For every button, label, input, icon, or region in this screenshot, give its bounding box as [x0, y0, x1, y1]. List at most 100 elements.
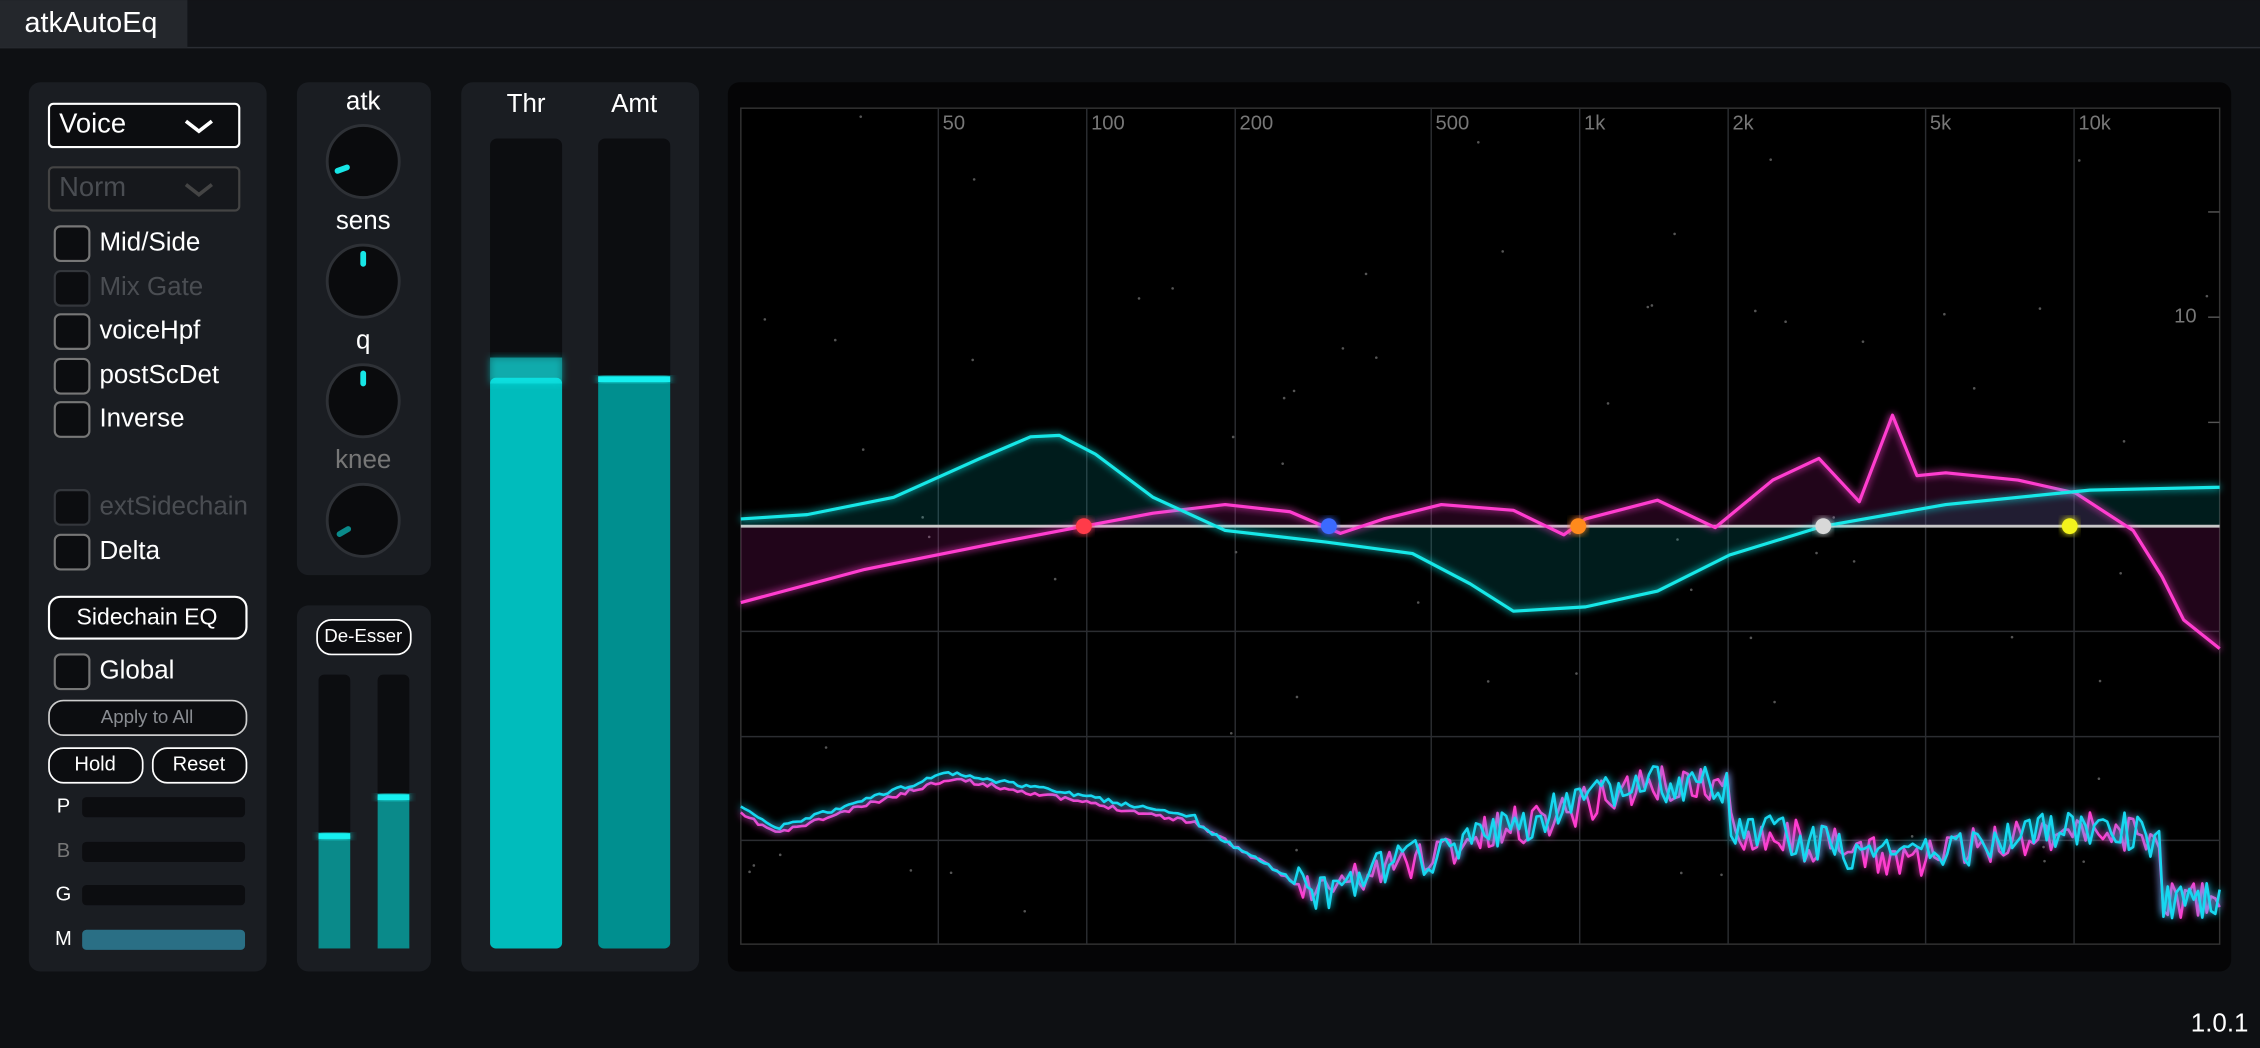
eq-curve-fill — [740, 435, 2220, 612]
star — [1676, 538, 1679, 541]
star — [1689, 588, 1693, 592]
spectrum-trace — [739, 765, 2221, 919]
meter-label: M — [55, 928, 72, 950]
checkbox[interactable] — [53, 269, 91, 307]
eq-curve — [740, 413, 2221, 650]
checkbox[interactable] — [53, 225, 91, 263]
knob-label: q — [356, 327, 370, 355]
checkbox[interactable] — [53, 401, 91, 438]
knob-panel — [296, 82, 431, 576]
checkbox[interactable] — [53, 489, 91, 526]
star — [859, 115, 863, 118]
star — [1943, 312, 1946, 316]
left-panel — [28, 82, 267, 972]
band-node[interactable] — [2061, 518, 2078, 535]
star — [2042, 845, 2045, 849]
star — [2038, 307, 2042, 310]
star — [1023, 909, 1027, 913]
checkbox-label: voiceHpf — [99, 316, 201, 344]
checkbox-label: extSidechain — [99, 492, 248, 520]
meter-bar — [82, 929, 246, 950]
checkbox-label: Mid/Side — [99, 229, 200, 257]
star — [2205, 294, 2209, 298]
level-label: 10 — [2174, 305, 2196, 327]
star — [1364, 272, 1368, 276]
sidechain-eq-button[interactable] — [47, 595, 248, 640]
star — [1282, 396, 1286, 400]
star — [1769, 158, 1772, 161]
star — [909, 869, 913, 872]
checkbox[interactable] — [53, 313, 91, 350]
star — [1292, 389, 1296, 393]
chevron — [184, 183, 213, 197]
band-node[interactable] — [1815, 518, 1832, 535]
star — [1486, 680, 1490, 683]
de-esser-meter-fill — [377, 797, 410, 949]
star — [1720, 873, 1723, 877]
star — [1171, 287, 1174, 290]
frequency-label: 1k — [1584, 112, 1606, 134]
star — [1773, 700, 1776, 704]
apply-label: Apply to All — [101, 706, 194, 727]
slider-handle — [490, 357, 563, 384]
star — [949, 871, 953, 875]
slider-fill — [490, 377, 563, 949]
frequency-label: 5k — [1930, 112, 1952, 134]
star — [971, 358, 974, 362]
star — [1575, 672, 1578, 675]
star — [1477, 140, 1480, 144]
de-esser-button[interactable] — [316, 618, 412, 656]
star — [1375, 356, 1378, 359]
checkbox-label: Global — [99, 657, 174, 685]
star — [1852, 560, 1856, 563]
knob[interactable] — [325, 243, 401, 319]
checkbox-label: Inverse — [99, 404, 184, 432]
knob-label: sens — [336, 207, 391, 235]
checkbox[interactable] — [53, 357, 91, 395]
star — [824, 746, 828, 749]
sidechain-eq-label: Sidechain EQ — [77, 604, 218, 630]
norm-dropdown[interactable] — [47, 166, 241, 212]
star — [1832, 516, 1836, 519]
knob[interactable] — [325, 124, 401, 199]
star — [2122, 440, 2126, 443]
knob[interactable] — [325, 363, 401, 439]
star — [1229, 731, 1233, 735]
chevron — [184, 119, 213, 134]
band-node[interactable] — [1570, 518, 1587, 535]
star — [2010, 635, 2014, 639]
frequency-label: 100 — [1091, 112, 1125, 134]
meter-line — [377, 794, 410, 801]
star — [1295, 695, 1299, 699]
meter-label: P — [57, 796, 70, 818]
star — [1606, 402, 1610, 405]
knob-indicator — [334, 164, 350, 174]
checkbox-label: postScDet — [99, 361, 219, 389]
star — [2098, 679, 2102, 683]
apply-button[interactable] — [48, 699, 248, 737]
frequency-label: 50 — [943, 112, 965, 134]
title-tab[interactable] — [0, 0, 188, 48]
app-title: atkAutoEq — [25, 7, 158, 39]
knob[interactable] — [325, 482, 401, 558]
star — [1815, 551, 1818, 555]
star — [927, 535, 931, 539]
checkbox[interactable] — [53, 653, 91, 691]
band-node[interactable] — [1320, 518, 1337, 535]
hold-button[interactable] — [48, 747, 144, 784]
knob-indicator — [336, 526, 352, 537]
star — [1861, 340, 1865, 343]
mode-dropdown[interactable] — [47, 102, 241, 149]
eq-curve — [740, 433, 2220, 613]
band-node[interactable] — [1075, 518, 1092, 535]
star — [2119, 571, 2122, 575]
star — [2043, 859, 2046, 863]
slider-label: Amt — [611, 90, 658, 118]
frequency-label: 2k — [1732, 112, 1754, 134]
checkbox[interactable] — [53, 533, 91, 571]
meter-label: B — [57, 840, 70, 862]
star — [1646, 305, 1650, 309]
reset-button[interactable] — [151, 747, 248, 784]
